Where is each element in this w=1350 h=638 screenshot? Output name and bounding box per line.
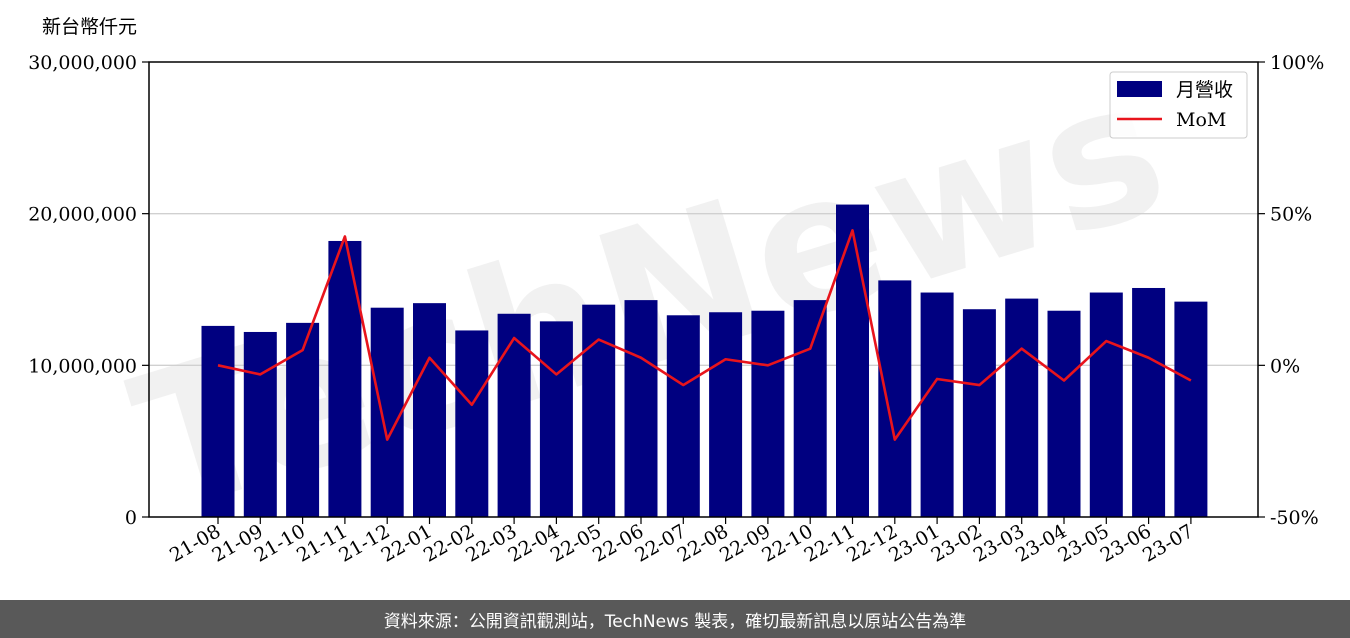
line-series [217, 229, 1192, 441]
bar [1005, 298, 1039, 517]
bar [497, 313, 531, 517]
bar [1047, 310, 1081, 517]
legend-swatch-bar [1117, 81, 1162, 97]
bar [286, 322, 320, 517]
bar [201, 325, 235, 517]
y-right-tick-label: 100% [1270, 52, 1324, 74]
footer: 資料來源：公開資訊觀測站，TechNews 製表，確切最新訊息以原站公告為準 [0, 600, 1350, 638]
bar [709, 312, 743, 517]
y-left-tick-label: 10,000,000 [28, 355, 137, 377]
bar [793, 300, 827, 517]
chart: TechNews 0 10,000,000 20,000,000 30,000,000… [28, 16, 1324, 567]
bar [836, 204, 869, 518]
bar [624, 300, 658, 517]
y-right-tick-label: -50% [1270, 507, 1319, 529]
y-right-tick-label: 50% [1270, 204, 1312, 226]
legend: 月營收 MoM [1109, 71, 1248, 139]
bar [878, 280, 912, 517]
bar [920, 292, 954, 517]
bar [413, 303, 446, 517]
y-right-tick-label: 0% [1270, 355, 1300, 377]
bar [328, 240, 362, 517]
legend-label-mom: MoM [1176, 109, 1226, 131]
bar [370, 307, 404, 517]
bar [455, 330, 489, 517]
bar [582, 304, 616, 517]
bar [666, 315, 700, 517]
bar [243, 331, 277, 517]
footer-text: 資料來源：公開資訊觀測站，TechNews 製表，確切最新訊息以原站公告為準 [383, 611, 967, 632]
y-left-tick-label: 0 [125, 507, 137, 529]
y-left-tick-label: 20,000,000 [28, 204, 137, 226]
mom-line [217, 229, 1192, 441]
bar [539, 321, 573, 517]
bar [751, 310, 785, 517]
plot-frame [148, 61, 1259, 518]
y-left-unit-label: 新台幣仟元 [42, 16, 137, 38]
chart-svg: TechNews 010,000,00020,000,00030,000,000… [28, 16, 1324, 567]
bar [1174, 301, 1208, 517]
y-left-tick-label: 30,000,000 [28, 52, 137, 74]
bar [1089, 292, 1123, 517]
bar [962, 309, 996, 517]
bar [1132, 287, 1166, 517]
legend-label-revenue: 月營收 [1176, 79, 1233, 101]
